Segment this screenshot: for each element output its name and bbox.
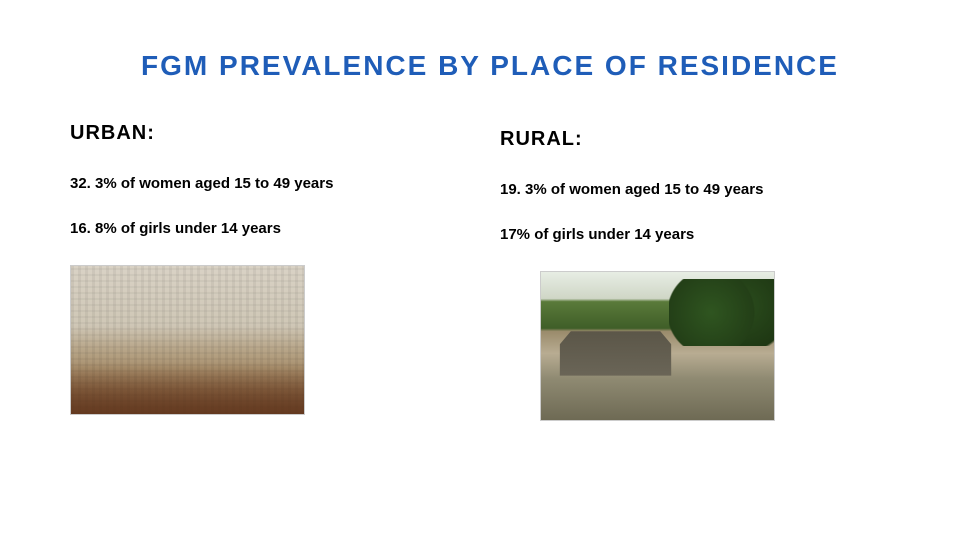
urban-stat-girls: 16. 8% of girls under 14 years	[70, 220, 460, 237]
rural-stat-women: 19. 3% of women aged 15 to 49 years	[500, 181, 890, 198]
slide: FGM PREVALENCE BY PLACE OF RESIDENCE URB…	[0, 0, 960, 540]
urban-stat-women: 32. 3% of women aged 15 to 49 years	[70, 175, 460, 192]
urban-heading: URBAN:	[70, 122, 460, 145]
slide-title: FGM PREVALENCE BY PLACE OF RESIDENCE	[120, 50, 860, 82]
rural-image	[540, 271, 775, 421]
urban-column: URBAN: 32. 3% of women aged 15 to 49 yea…	[70, 122, 460, 421]
urban-image	[70, 265, 305, 415]
rural-column: RURAL: 19. 3% of women aged 15 to 49 yea…	[500, 122, 890, 421]
rural-stat-girls: 17% of girls under 14 years	[500, 226, 890, 243]
columns-container: URBAN: 32. 3% of women aged 15 to 49 yea…	[70, 122, 890, 421]
rural-heading: RURAL:	[500, 128, 890, 151]
